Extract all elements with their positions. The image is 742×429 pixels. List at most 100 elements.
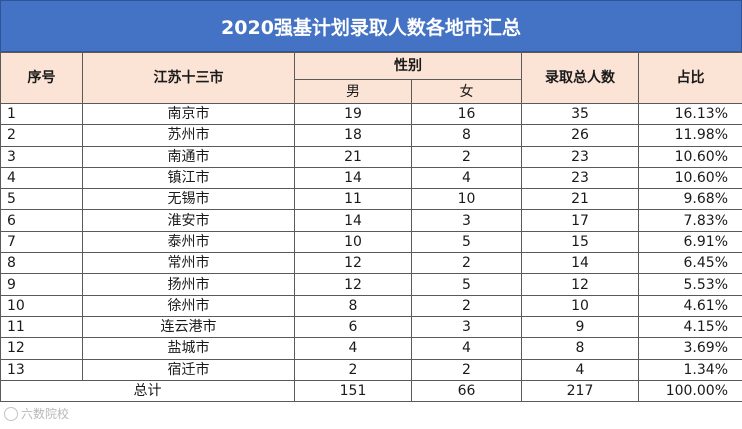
cell-female: 2 — [411, 145, 522, 168]
table-row: 5 无锡市 11 10 21 9.68% — [0, 188, 742, 211]
cell-male: 4 — [294, 337, 412, 360]
header-gender: 性别 — [294, 52, 522, 80]
cell-female: 3 — [411, 209, 522, 232]
cell-male: 14 — [294, 166, 412, 190]
cell-male: 10 — [294, 230, 412, 254]
subheader-row: 男 女 — [1, 79, 742, 104]
cell-total: 23 — [521, 166, 639, 190]
cell-city: 淮安市 — [82, 209, 295, 232]
table-row: 11 连云港市 6 3 9 4.15% — [0, 315, 742, 339]
cell-total: 26 — [521, 124, 639, 147]
cell-index: 7 — [0, 230, 83, 254]
cell-total: 9 — [521, 315, 639, 339]
cell-city: 徐州市 — [82, 294, 295, 317]
header-ratio: 占比 — [638, 52, 742, 104]
cell-index: 12 — [0, 337, 83, 360]
cell-female: 2 — [411, 294, 522, 317]
cell-female: 8 — [411, 124, 522, 147]
cell-male: 21 — [294, 145, 412, 168]
cell-ratio: 7.83% — [638, 209, 742, 232]
cell-female: 2 — [411, 252, 522, 275]
total-row: 总计 151 66 217 100.00% — [0, 379, 742, 402]
cell-city: 镇江市 — [82, 166, 295, 190]
total-count: 217 — [521, 379, 639, 402]
cell-index: 9 — [0, 273, 83, 296]
table-row: 2 苏州市 18 8 26 11.98% — [0, 124, 742, 147]
cell-ratio: 5.53% — [638, 273, 742, 296]
cell-ratio: 6.91% — [638, 230, 742, 254]
table-row: 7 泰州市 10 5 15 6.91% — [0, 230, 742, 254]
cell-city: 泰州市 — [82, 230, 295, 254]
cell-city: 盐城市 — [82, 337, 295, 360]
header-female: 女 — [411, 79, 522, 104]
watermark-text: 六数院校 — [21, 407, 70, 421]
cell-total: 35 — [521, 102, 639, 126]
cell-city: 宿迁市 — [82, 358, 295, 381]
table-row: 3 南通市 21 2 23 10.60% — [0, 145, 742, 168]
total-label: 总计 — [0, 379, 295, 402]
cell-female: 5 — [411, 273, 522, 296]
cell-male: 12 — [294, 252, 412, 275]
table-row: 10 徐州市 8 2 10 4.61% — [0, 294, 742, 317]
summary-table: 序号 江苏十三市 性别 录取总人数 占比 男 女 1 南京市 19 16 35 16.13… — [0, 52, 742, 402]
table-title: 2020强基计划录取人数各地市汇总 — [0, 0, 742, 52]
cell-index: 11 — [0, 315, 83, 339]
table-row: 12 盐城市 4 4 8 3.69% — [0, 337, 742, 360]
total-male: 151 — [294, 379, 412, 402]
cell-total: 21 — [521, 188, 639, 211]
cell-ratio: 11.98% — [638, 124, 742, 147]
cell-index: 2 — [0, 124, 83, 147]
cell-index: 10 — [0, 294, 83, 317]
cell-city: 南京市 — [82, 102, 295, 126]
table-row: 8 常州市 12 2 14 6.45% — [0, 252, 742, 275]
watermark: 六数院校 — [4, 405, 69, 422]
cell-ratio: 1.34% — [638, 358, 742, 381]
cell-male: 12 — [294, 273, 412, 296]
cell-index: 3 — [0, 145, 83, 168]
cell-ratio: 3.69% — [638, 337, 742, 360]
cell-ratio: 16.13% — [638, 102, 742, 126]
cell-female: 4 — [411, 337, 522, 360]
header-male: 男 — [294, 79, 412, 104]
cell-total: 8 — [521, 337, 639, 360]
table-row: 4 镇江市 14 4 23 10.60% — [0, 166, 742, 190]
cell-city: 无锡市 — [82, 188, 295, 211]
cell-female: 3 — [411, 315, 522, 339]
cell-male: 18 — [294, 124, 412, 147]
table-row: 13 宿迁市 2 2 4 1.34% — [0, 358, 742, 381]
cell-total: 23 — [521, 145, 639, 168]
cell-total: 10 — [521, 294, 639, 317]
header-row: 序号 江苏十三市 性别 录取总人数 占比 — [0, 52, 742, 104]
cell-index: 4 — [0, 166, 83, 190]
cell-index: 6 — [0, 209, 83, 232]
cell-ratio: 10.60% — [638, 166, 742, 190]
cell-city: 常州市 — [82, 252, 295, 275]
total-female: 66 — [411, 379, 522, 402]
cell-index: 8 — [0, 252, 83, 275]
cell-female: 2 — [411, 358, 522, 381]
cell-male: 6 — [294, 315, 412, 339]
cell-ratio: 6.45% — [638, 252, 742, 275]
cell-city: 连云港市 — [82, 315, 295, 339]
cell-total: 17 — [521, 209, 639, 232]
cell-ratio: 4.15% — [638, 315, 742, 339]
cell-female: 10 — [411, 188, 522, 211]
watermark-logo-icon — [4, 406, 18, 421]
cell-ratio: 9.68% — [638, 188, 742, 211]
cell-female: 16 — [411, 102, 522, 126]
table-row: 6 淮安市 14 3 17 7.83% — [0, 209, 742, 232]
table-row: 9 扬州市 12 5 12 5.53% — [0, 273, 742, 296]
cell-male: 14 — [294, 209, 412, 232]
cell-index: 5 — [0, 188, 83, 211]
cell-index: 1 — [0, 102, 83, 126]
cell-total: 4 — [521, 358, 639, 381]
cell-total: 14 — [521, 252, 639, 275]
table-row: 1 南京市 19 16 35 16.13% — [0, 102, 742, 126]
cell-total: 15 — [521, 230, 639, 254]
cell-city: 南通市 — [82, 145, 295, 168]
cell-ratio: 10.60% — [638, 145, 742, 168]
header-index: 序号 — [0, 52, 83, 104]
cell-index: 13 — [0, 358, 83, 381]
cell-male: 19 — [294, 102, 412, 126]
